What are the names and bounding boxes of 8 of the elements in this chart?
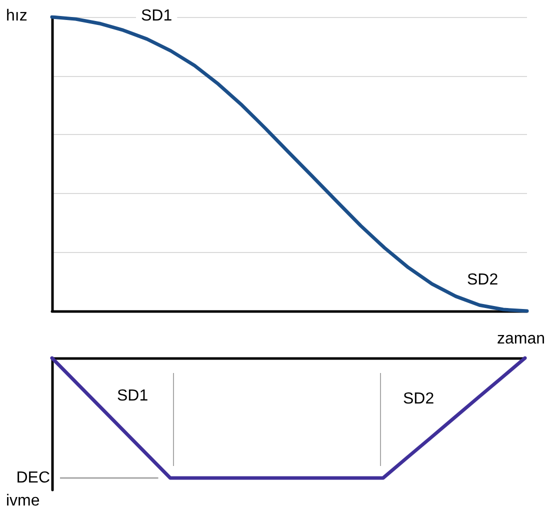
x-axis-title: zaman <box>496 330 546 348</box>
y-axis-title: ivme <box>6 492 40 510</box>
annotation: SD1 <box>141 8 172 24</box>
annotation: SD1 <box>117 388 148 404</box>
annotation: SD2 <box>467 272 498 288</box>
ref-line-label: DEC <box>16 470 50 486</box>
y-axis-title: hız <box>6 8 28 24</box>
annotation: SD2 <box>403 390 434 408</box>
